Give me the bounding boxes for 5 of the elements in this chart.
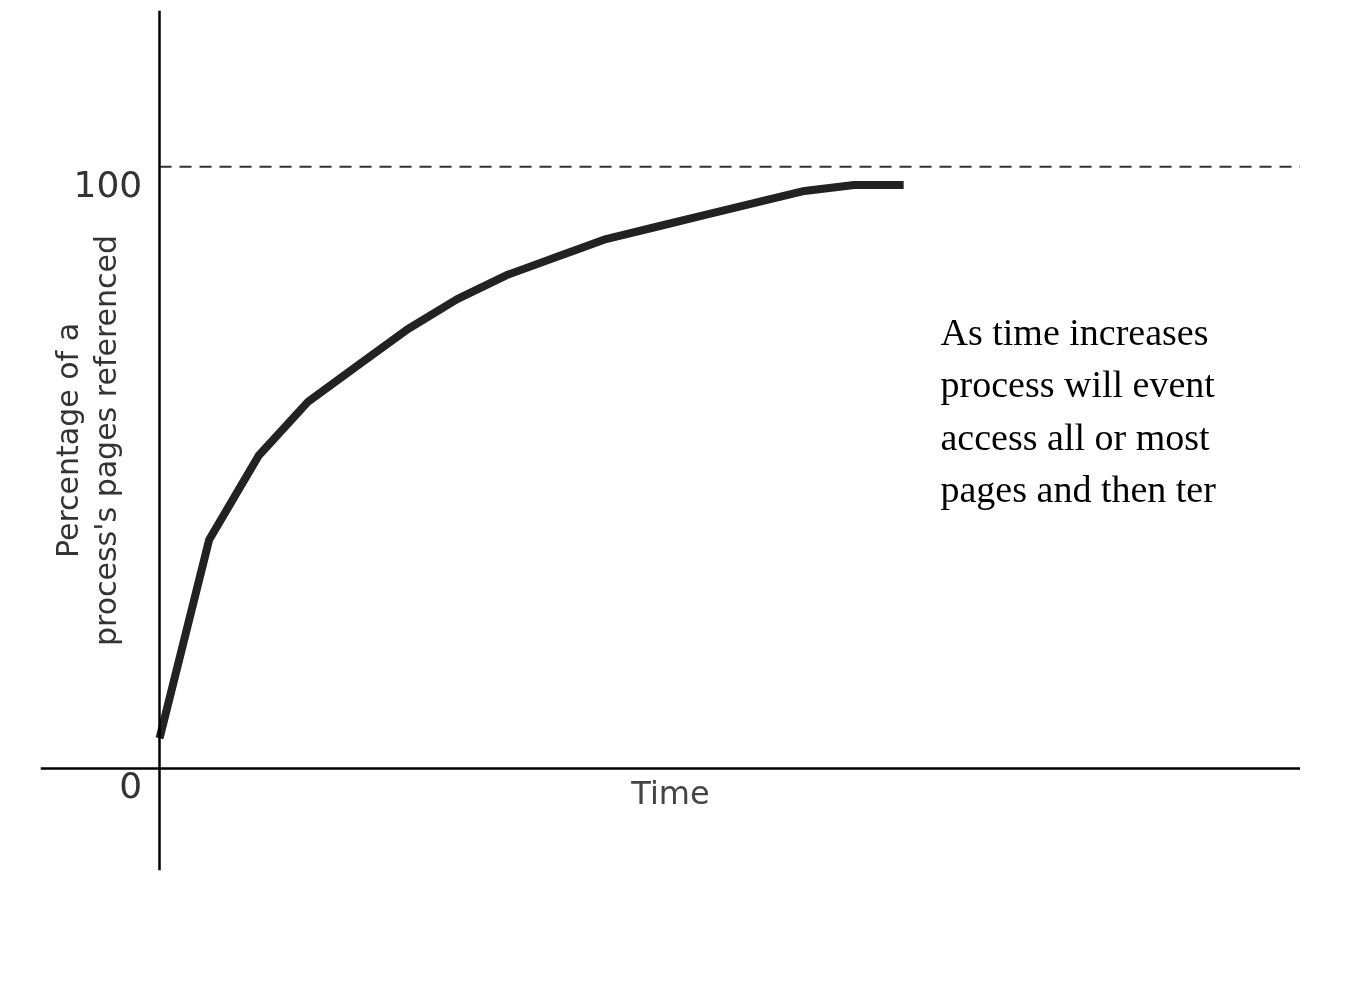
y-tick-label: 100: [73, 163, 143, 205]
y-tick-label: 0: [119, 765, 143, 807]
text: As time increases process will event access all or most pages and then ter: [940, 310, 1217, 510]
y-axis-title: Percentage of a process's pages referenced: [50, 234, 123, 647]
x-axis-title: Time: [630, 773, 710, 812]
